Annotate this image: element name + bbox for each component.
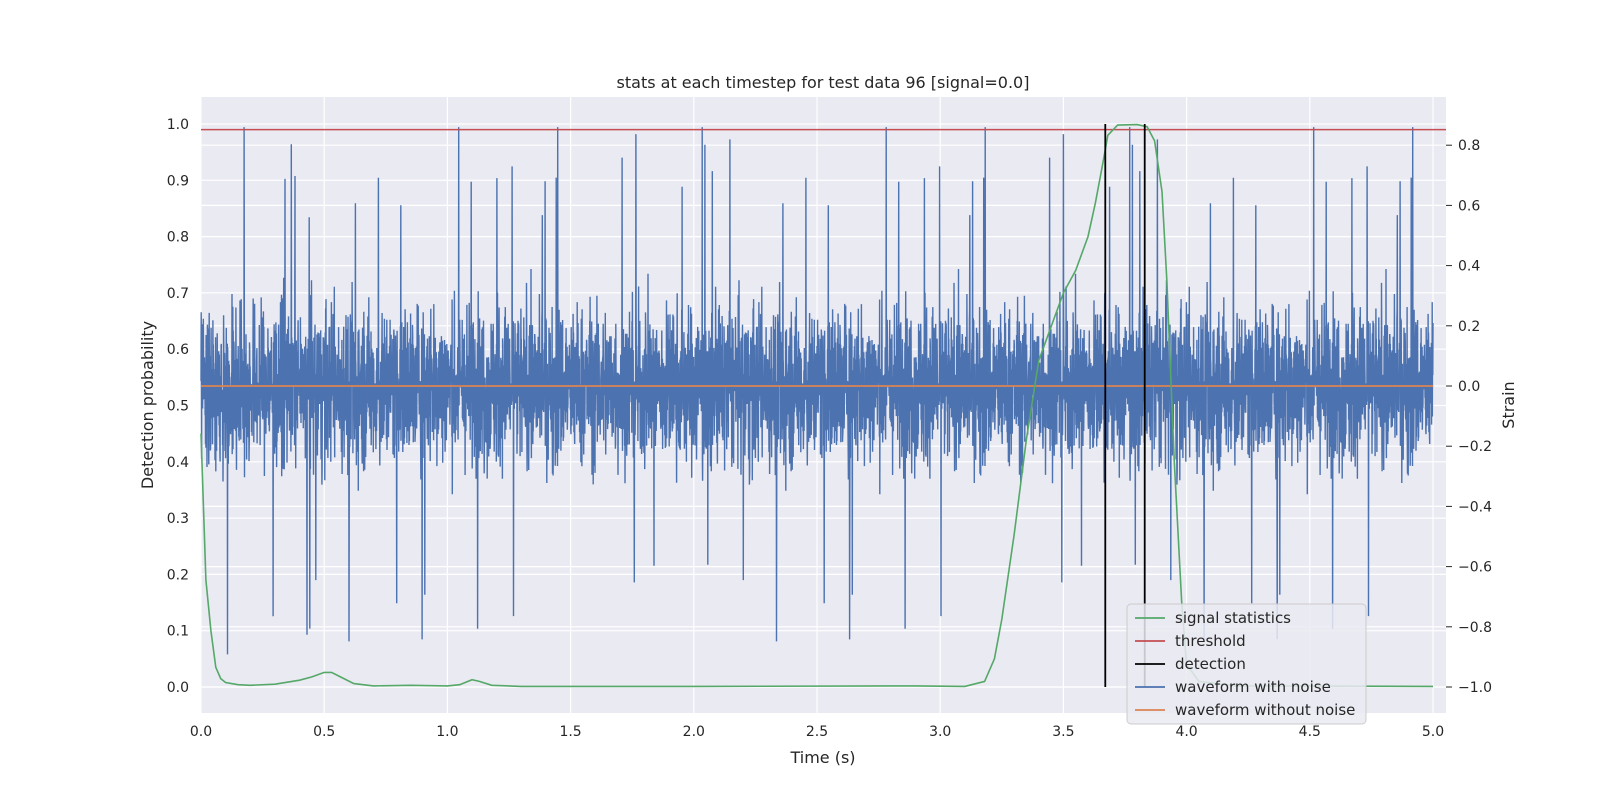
x-tick-label: 1.5	[559, 724, 581, 740]
tick-labels: 0.0 0.5 1.0 1.5 2.0 2.5 3.0 3.5 4.0 4.5 5.0 0.0 0.1 0…	[167, 117, 1492, 740]
y-tick-label-right: −0.6	[1458, 560, 1492, 576]
y-tick-label-right: 0.0	[1458, 379, 1480, 395]
x-tick-label: 3.5	[1052, 724, 1074, 740]
x-tick-label: 0.0	[190, 724, 212, 740]
y-tick-label-right: −0.2	[1458, 439, 1492, 455]
y-tick-label-right: 0.6	[1458, 198, 1480, 214]
legend-box	[1126, 603, 1367, 725]
legend: signal statistics threshold detection wavef…	[1126, 603, 1367, 725]
x-axis-label: Time (s)	[789, 748, 855, 767]
legend-label: signal statistics	[1175, 609, 1291, 627]
y-tick-label-right: −0.4	[1458, 499, 1492, 515]
x-tick-label: 5.0	[1422, 724, 1444, 740]
series-layer	[200, 123, 1446, 688]
y-tick-label-right: 0.2	[1458, 319, 1480, 335]
y-tick-label-right: 0.8	[1458, 138, 1480, 154]
legend-label: detection	[1175, 655, 1246, 673]
chart-title: stats at each timestep for test data 96 …	[617, 73, 1030, 92]
y-tick-label-right: −1.0	[1458, 680, 1492, 696]
waveform-with-noise-layer	[200, 127, 1434, 655]
y-tick-label-left: 0.6	[167, 342, 189, 358]
y-tick-label-left: 0.8	[167, 230, 189, 246]
y-tick-label-left: 0.0	[167, 680, 189, 696]
x-tick-label: 3.0	[929, 724, 951, 740]
x-tick-label: 0.5	[313, 724, 335, 740]
y-tick-label-right: −0.8	[1458, 620, 1492, 636]
y-tick-label-left: 0.7	[167, 286, 189, 302]
y-tick-label-left: 0.9	[167, 173, 189, 189]
y-axis-label-left: Detection probability	[138, 321, 157, 489]
legend-label: waveform without noise	[1175, 701, 1355, 719]
y-axis-label-right: Strain	[1499, 381, 1518, 428]
x-tick-label: 4.5	[1299, 724, 1321, 740]
y-tick-label-right: 0.4	[1458, 259, 1480, 275]
y-tick-label-left: 0.4	[167, 455, 189, 471]
x-tick-label: 4.0	[1175, 724, 1197, 740]
legend-label: threshold	[1175, 632, 1246, 650]
y-tick-label-left: 0.1	[167, 624, 189, 640]
y-tick-label-left: 0.5	[167, 399, 189, 415]
legend-label: waveform with noise	[1175, 678, 1331, 696]
x-tick-label: 2.0	[683, 724, 705, 740]
y-tick-label-left: 0.2	[167, 567, 189, 583]
signal-statistics-line	[200, 123, 1434, 688]
y-tick-label-left: 1.0	[167, 117, 189, 133]
x-tick-label: 1.0	[436, 724, 458, 740]
x-tick-label: 2.5	[806, 724, 828, 740]
y-tick-label-left: 0.3	[167, 511, 189, 527]
waveform-with-noise-line	[200, 127, 1434, 655]
